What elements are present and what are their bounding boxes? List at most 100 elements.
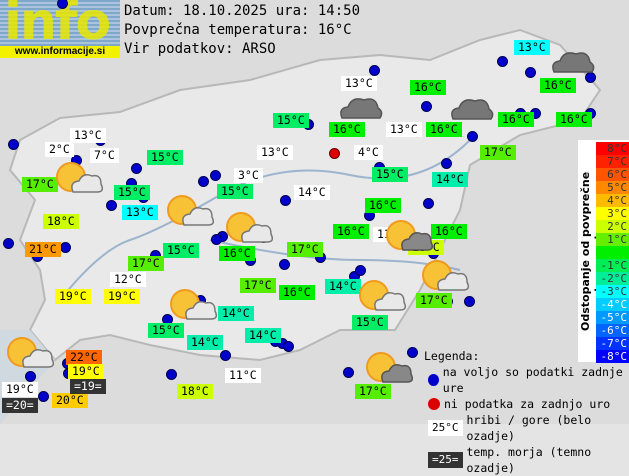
partly-cloudy-icon [169,287,217,323]
legend-ok-text: na voljo so podatki zadnje ure [443,364,629,396]
temperature-label: 19°C [104,289,140,304]
station-dot[interactable] [131,163,142,174]
temperature-label: 15°C [217,184,253,199]
temperature-label: 16°C [410,80,446,95]
station-dot[interactable] [369,65,380,76]
legend-missing-text: ni podatka za zadnjo uro [444,396,610,412]
station-dot[interactable] [497,56,508,67]
station-dot[interactable] [106,200,117,211]
temperature-label: 22°C [66,350,102,365]
temperature-label: 15°C [352,315,388,330]
overcast-icon [447,87,495,123]
station-dot[interactable] [421,101,432,112]
station-dot[interactable] [3,238,14,249]
scale-row: 1°C [596,233,629,246]
temperature-label: 13°C [514,40,550,55]
scale-row: -6°C [596,324,629,337]
legend-ok: na voljo so podatki zadnje ure [428,364,629,396]
temperature-label: 17°C [416,293,452,308]
legend-title: Legenda: [424,348,629,364]
temperature-label: 14°C [432,172,468,187]
scale-row: 2°C [596,220,629,233]
scale-row: -4°C [596,298,629,311]
temperature-label: 14°C [325,279,361,294]
temperature-label: 14°C [294,185,330,200]
station-dot[interactable] [525,67,536,78]
scale-row: -2°C [596,272,629,285]
temperature-label: 16°C [540,78,576,93]
temperature-label: 18°C [43,214,79,229]
scale-row: -3°C [596,285,629,298]
temperature-label: 20°C [52,393,88,408]
temperature-label: 14°C [218,306,254,321]
scale-title: Odstopanje od povprečne temperature: [579,142,593,360]
date-time: Datum: 18.10.2025 ura: 14:50 [124,2,360,20]
sea-temperature-label: =20= [2,398,38,413]
partly-cloudy-icon [421,258,469,294]
station-dot[interactable] [198,176,209,187]
temperature-label: 4°C [354,145,383,160]
station-dot[interactable] [467,131,478,142]
mountain-sample: 25°C [428,420,463,436]
temperature-label: 12°C [110,272,146,287]
scale-row: 8°C [596,142,629,155]
temperature-label: 15°C [114,185,150,200]
legend-sea-text: temp. morja (temno ozadje) [467,444,629,476]
overcast-icon [548,40,596,76]
station-dot[interactable] [38,391,49,402]
station-dot[interactable] [220,350,231,361]
station-dot-missing[interactable] [329,148,340,159]
temperature-label: 21°C [25,242,61,257]
temperature-label: 16°C [431,224,467,239]
temperature-label: 19°C [68,364,104,379]
station-dot[interactable] [60,242,71,253]
partly-cloudy-icon [166,193,214,229]
partly-cloudy-dark-icon [385,218,433,254]
partly-cloudy-icon [358,278,406,314]
station-dot[interactable] [166,369,177,380]
scale-row: 4°C [596,194,629,207]
scale-row: -5°C [596,311,629,324]
red-dot-icon [428,398,440,410]
station-dot[interactable] [25,371,36,382]
station-dot[interactable] [464,296,475,307]
blue-dot-icon [428,374,439,386]
station-dot[interactable] [283,341,294,352]
temperature-label: 16°C [426,122,462,137]
temperature-label: 17°C [287,242,323,257]
legend-missing: ni podatka za zadnjo uro [428,396,629,412]
temperature-label: 16°C [498,112,534,127]
legend-mountain-text: hribi / gore (belo ozadje) [467,412,629,444]
station-dot[interactable] [441,158,452,169]
station-dot[interactable] [355,265,366,276]
station-dot[interactable] [343,367,354,378]
station-dot[interactable] [8,139,19,150]
temperature-label: 15°C [372,167,408,182]
temperature-label: 16°C [329,122,365,137]
partly-cloudy-icon [225,210,273,246]
temperature-label: 13°C [386,122,422,137]
logo-url[interactable]: www.informacije.si [0,46,120,58]
temperature-label: 16°C [279,285,315,300]
temperature-label: 17°C [240,278,276,293]
sea-sample: =25= [428,452,463,468]
partly-cloudy-icon [6,335,54,371]
temperature-label: 16°C [365,198,401,213]
temperature-label: 11°C [225,368,261,383]
scale-row [596,246,629,259]
scale-row: -1°C [596,259,629,272]
scale-row: 3°C [596,207,629,220]
temperature-label: 17°C [480,145,516,160]
station-dot[interactable] [279,259,290,270]
temperature-label: 16°C [219,246,255,261]
average-temperature: Povprečna temperatura: 16°C [124,21,352,39]
temperature-label: 15°C [148,323,184,338]
partly-cloudy-icon [55,160,103,196]
station-dot[interactable] [423,198,434,209]
station-dot[interactable] [210,170,221,181]
station-dot[interactable] [211,234,222,245]
temperature-label: 13°C [70,128,106,143]
temperature-label: 16°C [333,224,369,239]
station-dot[interactable] [280,195,291,206]
temperature-label: 13°C [257,145,293,160]
